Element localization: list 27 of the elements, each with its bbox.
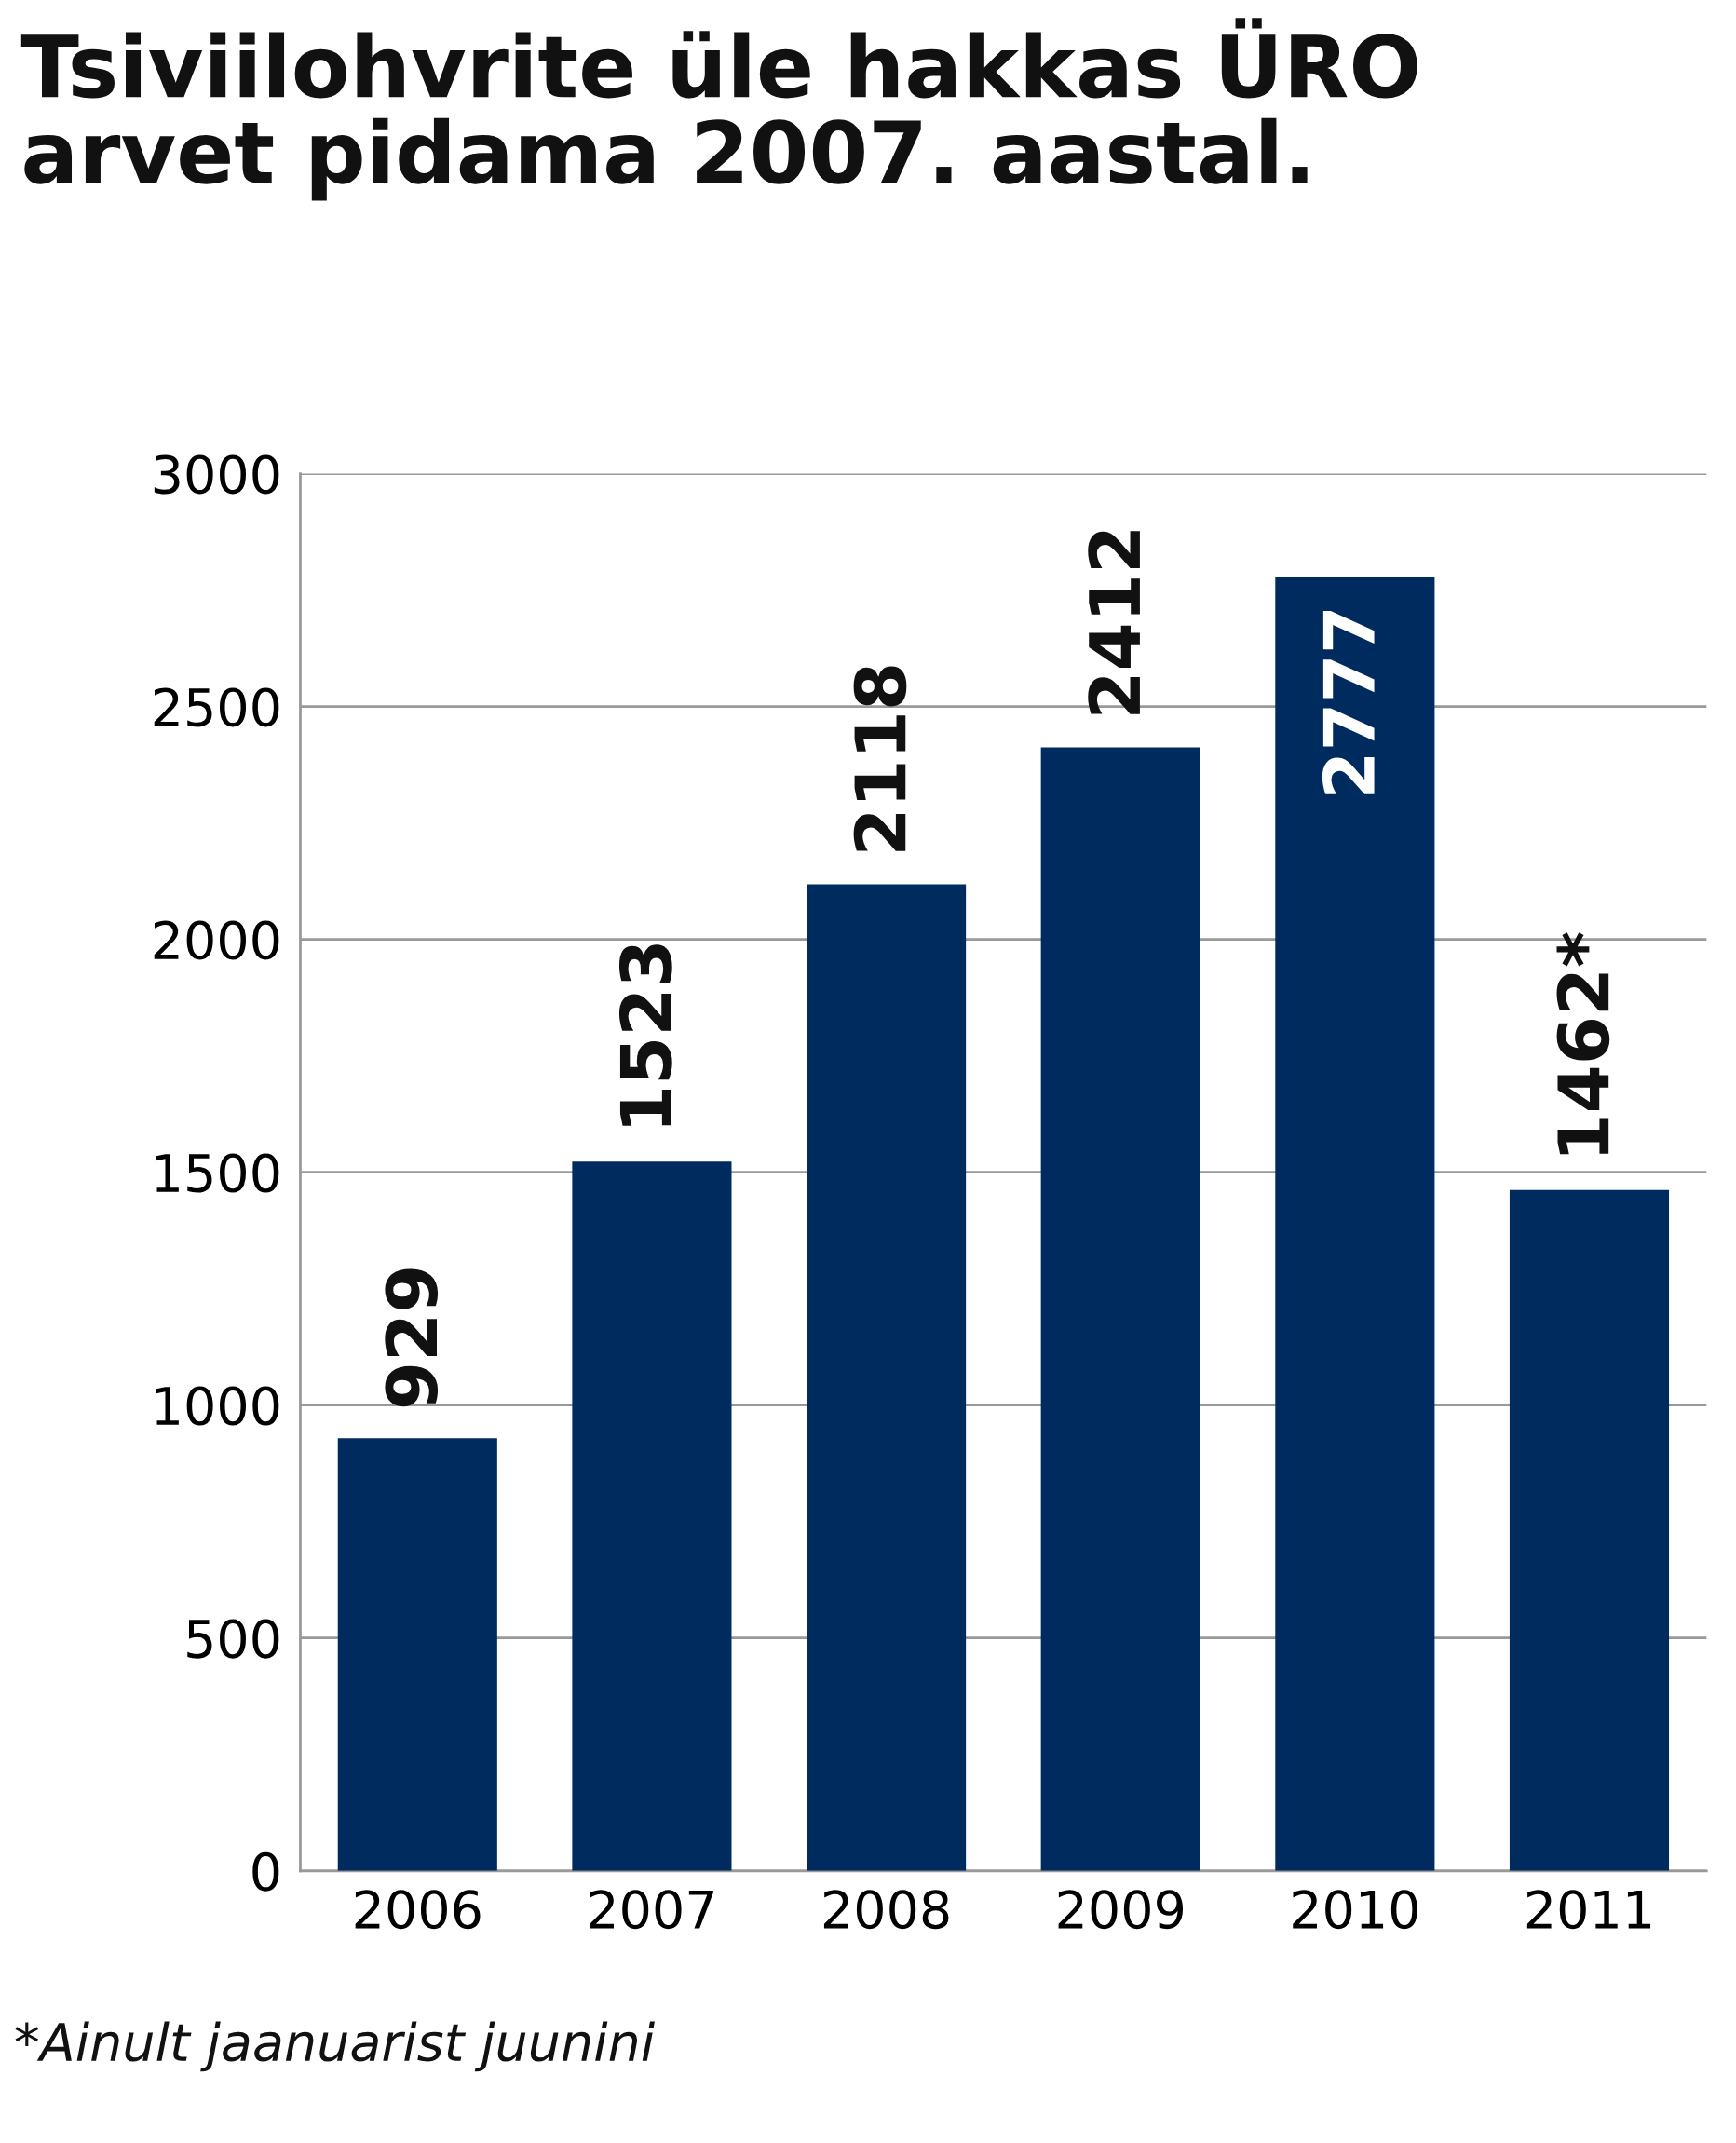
data-label: 929: [385, 1268, 439, 1407]
x-tick-label: 2008: [823, 1890, 949, 1930]
y-tick-label: 2000: [154, 920, 279, 960]
y-tick-label: 500: [187, 1619, 279, 1659]
bar: [1040, 747, 1200, 1871]
data-label: 2412: [1088, 531, 1140, 714]
y-tick-label: 1000: [156, 1386, 279, 1426]
bar: [807, 884, 967, 1871]
x-tick-label: 2007: [590, 1890, 713, 1930]
x-tick-label: 2010: [1293, 1890, 1417, 1930]
data-label: 2777: [1322, 611, 1375, 794]
bar: [337, 1438, 497, 1871]
data-label: 2118: [853, 666, 907, 851]
bar: [1275, 577, 1435, 1871]
x-tick-label: 2011: [1526, 1890, 1651, 1930]
y-tick-label: 2500: [154, 687, 279, 727]
data-label: 1523: [618, 944, 672, 1126]
y-tick-label: 0: [252, 1851, 279, 1892]
x-tick-label: 2009: [1058, 1890, 1183, 1930]
x-tick-label: 2006: [355, 1890, 481, 1930]
chart-title: Tsiviilohvrite üle hakkas ÜRO arvet pidama 2007. aastal.: [20, 18, 1417, 201]
bar: [572, 1161, 732, 1871]
y-tick-label: 1500: [156, 1153, 279, 1193]
data-label: 1462*: [1556, 932, 1610, 1155]
text: *Ainult jaanuarist juunini: [15, 2021, 655, 2072]
y-tick-label: 3000: [154, 454, 279, 495]
bar: [1509, 1189, 1670, 1871]
